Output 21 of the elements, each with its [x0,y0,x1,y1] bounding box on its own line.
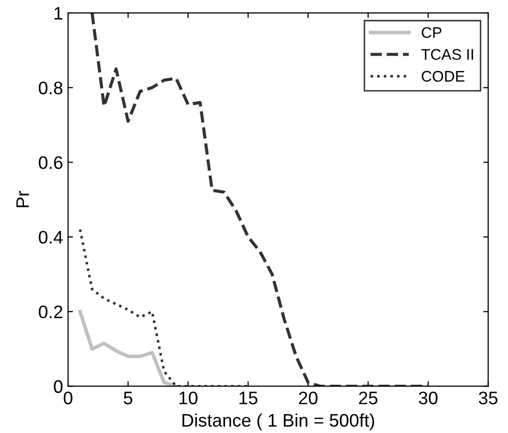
y-tick-label: 0.8 [38,82,62,94]
x-tick-label: 15 [239,392,258,404]
x-tick-label: 10 [179,392,198,404]
y-tick-label: 0.6 [38,156,62,170]
x-axis-title: Distance ( 1 Bin = 500ft) [182,413,374,430]
x-tick-label: 35 [478,392,498,404]
x-tick-label: 30 [418,392,438,404]
x-tick-label: 20 [299,392,318,404]
legend-label: CODE [422,70,464,82]
y-tick-label: 0 [54,380,63,393]
line-series [78,228,250,386]
y-tick-label: 0.2 [38,306,62,318]
line-series [78,310,178,386]
y-axis-title: Pr [16,190,29,208]
x-tick-label: 25 [359,392,378,404]
x-tick-label: 5 [124,392,132,404]
legend-label: TCAS II [421,49,474,60]
y-tick-label: 0.4 [38,230,63,244]
x-tick-label: 0 [64,392,72,404]
y-tick-label: 1 [54,7,62,20]
legend-label: CP [422,27,442,38]
